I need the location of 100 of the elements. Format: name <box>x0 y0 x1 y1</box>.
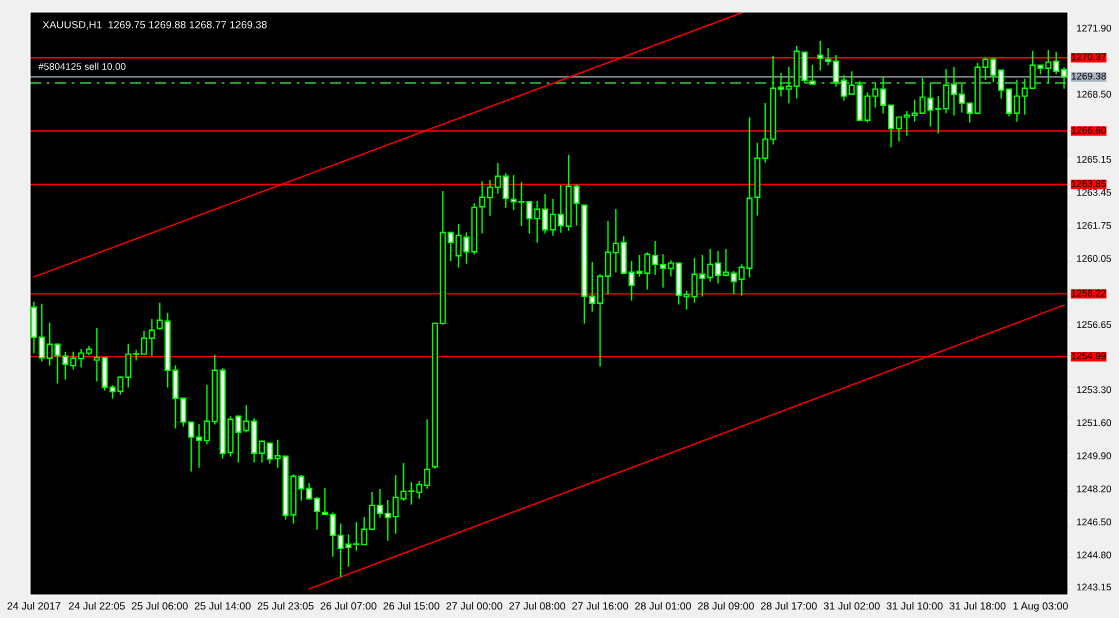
candlestick <box>958 82 965 114</box>
candlestick <box>125 343 132 389</box>
candlestick <box>502 172 509 209</box>
x-tick-label: 25 Jul 23:05 <box>257 601 314 610</box>
ref-line-label: 1258.22 <box>1071 289 1106 297</box>
candlestick <box>612 208 619 274</box>
candlestick <box>604 220 612 295</box>
candlestick <box>935 95 942 135</box>
candlestick <box>659 253 667 289</box>
x-tick-label: 31 Jul 10:00 <box>886 601 943 610</box>
candlestick <box>817 40 824 72</box>
candlestick <box>62 351 69 381</box>
candlestick <box>486 179 494 217</box>
candlestick <box>203 384 210 446</box>
candlestick <box>361 516 368 546</box>
ref-line-label: 1266.60 <box>1071 126 1106 134</box>
y-tick-label: 1249.90 <box>1077 452 1112 460</box>
candlestick <box>707 248 714 283</box>
ref-line-label: 1263.85 <box>1071 180 1106 188</box>
x-tick-label: 26 Jul 15:00 <box>383 601 440 610</box>
y-tick-label: 1265.15 <box>1077 155 1112 163</box>
candlestick <box>943 68 950 114</box>
candlestick <box>313 496 321 531</box>
candlestick <box>93 327 100 383</box>
y-tick-label: 1268.50 <box>1077 90 1112 98</box>
candlestick <box>832 54 840 88</box>
x-tick-label: 28 Jul 17:00 <box>760 601 817 610</box>
candlestick <box>148 318 155 357</box>
candlestick <box>825 47 832 66</box>
candlestick <box>369 491 376 531</box>
candlestick <box>133 349 140 362</box>
y-tick-label: 1271.90 <box>1077 24 1112 32</box>
y-tick-label: 1263.45 <box>1077 188 1112 196</box>
candlestick <box>1053 51 1060 75</box>
candlestick <box>424 418 431 490</box>
x-tick-label: 27 Jul 16:00 <box>572 601 629 610</box>
candlestick <box>990 57 997 83</box>
candlestick <box>78 348 85 369</box>
candlestick <box>715 250 722 285</box>
candlestick <box>140 330 148 356</box>
ref-line-label: 1254.99 <box>1071 352 1106 360</box>
candlestick <box>542 193 549 235</box>
candlestick <box>998 69 1005 100</box>
text: XAUUSD,H1 1269.75 1269.88 1268.77 1269.38 <box>42 21 267 30</box>
x-tick-label: 31 Jul 18:00 <box>949 601 1006 610</box>
x-tick-label: 31 Jul 02:00 <box>823 601 880 610</box>
ref-line-label: 1270.37 <box>1071 53 1106 61</box>
candlestick <box>777 72 785 98</box>
candlestick <box>196 423 203 469</box>
candlestick <box>494 162 501 195</box>
x-tick-label: 1 Aug 03:00 <box>1013 602 1068 612</box>
candlestick <box>785 66 792 104</box>
x-tick-label: 24 Jul 2017 <box>7 601 61 610</box>
candlestick <box>762 102 769 164</box>
y-tick-label: 1261.75 <box>1077 221 1112 229</box>
candlestick <box>644 251 651 291</box>
x-tick-label: 26 Jul 07:00 <box>320 601 377 610</box>
candlestick <box>156 302 163 331</box>
candlestick <box>840 74 847 102</box>
candlestick <box>903 110 910 137</box>
x-tick-label: 28 Jul 01:00 <box>635 601 691 610</box>
candlestick <box>652 240 659 276</box>
candlestick <box>888 104 895 148</box>
candlestick <box>329 511 336 558</box>
y-tick-label: 1244.80 <box>1077 551 1112 559</box>
candlestick <box>243 404 250 434</box>
candlestick <box>589 261 596 313</box>
candlestick <box>809 64 816 85</box>
candlestick <box>895 116 902 143</box>
x-tick-label: 28 Jul 09:00 <box>698 601 754 610</box>
candlestick <box>321 487 328 516</box>
y-tick-label: 1260.05 <box>1077 255 1112 262</box>
x-tick-label: 24 Jul 22:05 <box>68 601 125 610</box>
candlestick <box>384 499 391 542</box>
candlestick <box>447 231 454 262</box>
candlestick <box>722 248 729 278</box>
candlestick <box>479 180 486 235</box>
x-tick-label: 25 Jul 06:00 <box>131 601 188 610</box>
y-tick-label: 1253.30 <box>1077 386 1112 394</box>
candlestick <box>549 198 556 237</box>
candlestick <box>266 442 273 465</box>
candlestick <box>730 270 737 295</box>
candlestick <box>274 439 281 469</box>
candlestick <box>534 200 541 244</box>
annotation: #5804125 sell 10.00 <box>38 62 126 70</box>
x-tick-label: 27 Jul 00:00 <box>446 601 503 610</box>
candlestick <box>298 474 305 502</box>
candlestick <box>1013 79 1020 123</box>
y-tick-label: 1246.50 <box>1077 518 1112 526</box>
candlestick <box>880 76 887 115</box>
candlestick <box>1021 78 1028 116</box>
candlestick <box>950 66 958 117</box>
y-tick-label: 1248.20 <box>1077 485 1112 493</box>
y-tick-label: 1243.15 <box>1077 583 1112 591</box>
ref-line-label: 1269.38 <box>1071 72 1106 80</box>
candlestick <box>848 70 855 95</box>
y-tick-label: 1256.65 <box>1077 321 1112 329</box>
x-tick-label: 27 Jul 08:00 <box>509 601 566 610</box>
candlestick <box>557 184 564 234</box>
candlestick <box>188 421 195 473</box>
